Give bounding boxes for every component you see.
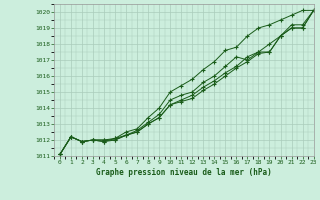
- X-axis label: Graphe pression niveau de la mer (hPa): Graphe pression niveau de la mer (hPa): [96, 168, 272, 177]
